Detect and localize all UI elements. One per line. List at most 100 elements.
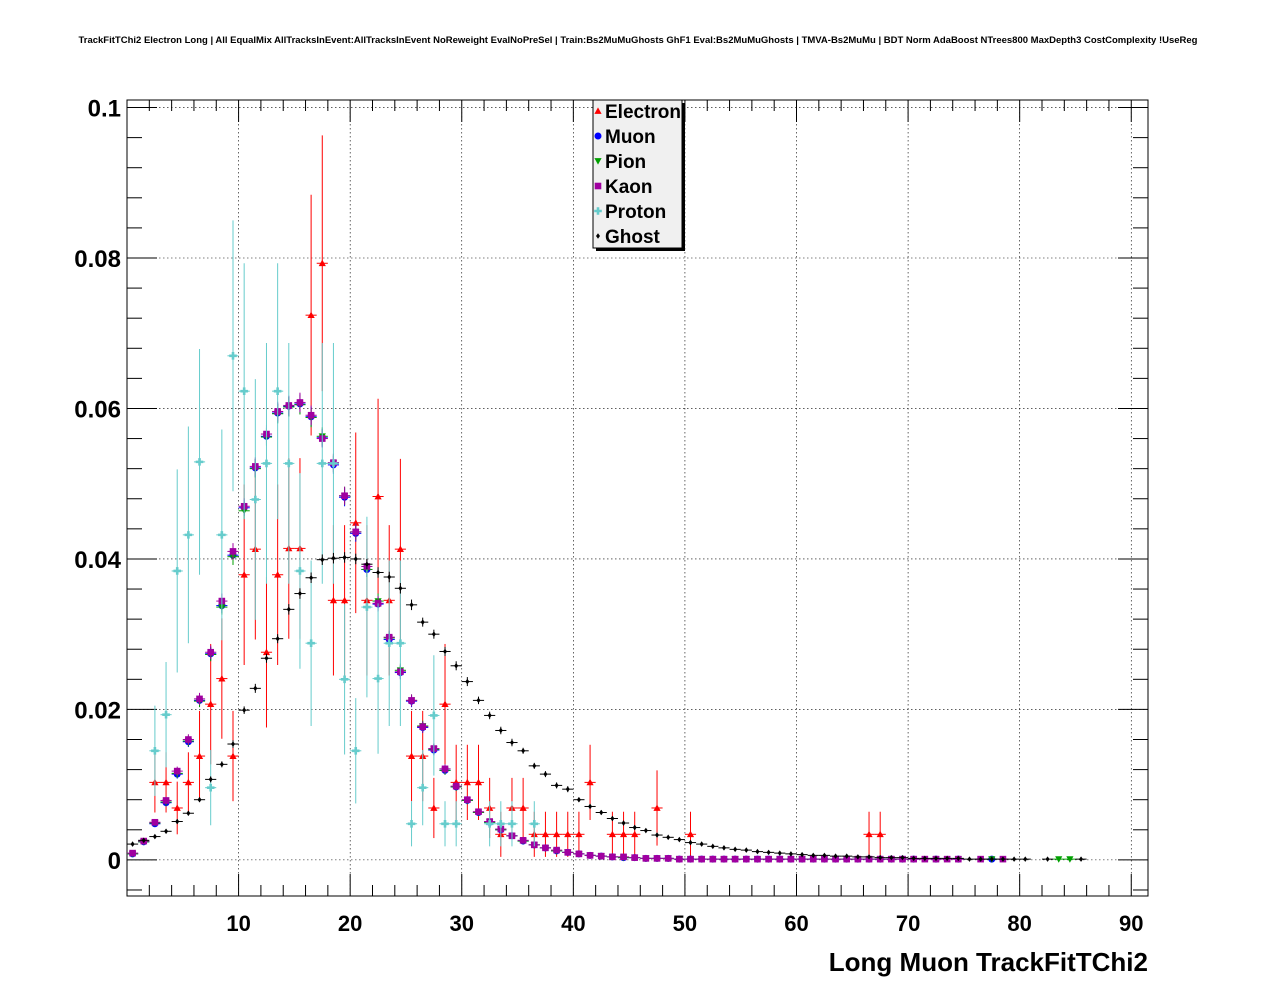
ghost-point — [138, 837, 150, 844]
ghost-point — [160, 828, 172, 835]
electron-marker — [441, 700, 449, 708]
proton-point — [450, 801, 462, 847]
ghost-marker — [320, 556, 325, 563]
proton-legend-marker — [594, 207, 602, 215]
x-tick-label: 80 — [1007, 911, 1031, 936]
electron-marker — [318, 259, 326, 267]
ghost-point — [584, 803, 596, 810]
ghost-point — [606, 815, 618, 822]
electron-marker — [340, 596, 349, 604]
pion-legend-label: Pion — [605, 152, 646, 173]
pion-legend-marker — [594, 158, 602, 165]
ghost-marker — [409, 602, 414, 608]
electron-marker — [541, 830, 550, 838]
kaon-point — [707, 855, 719, 863]
kaon-marker — [631, 854, 639, 861]
kaon-point — [350, 523, 362, 541]
ghost-point — [182, 810, 194, 817]
proton-marker — [508, 819, 516, 828]
x-axis-title: Long Muon TrackFitTChi2 — [829, 947, 1148, 977]
ghost-marker — [655, 832, 660, 838]
ghost-point — [361, 558, 373, 570]
proton-marker — [396, 639, 405, 648]
proton-point — [249, 379, 261, 620]
proton-point — [216, 429, 228, 641]
ghost-point — [461, 677, 473, 687]
electron-point — [350, 432, 362, 614]
electron-point — [405, 710, 418, 802]
series-pion — [127, 394, 1076, 863]
ghost-point — [595, 809, 607, 816]
ghost-point — [986, 856, 998, 862]
ghost-point — [216, 761, 228, 768]
electron-point — [171, 781, 183, 835]
kaon-marker — [676, 855, 683, 863]
ghost-marker — [465, 678, 470, 685]
kaon-marker — [742, 855, 750, 863]
ghost-point — [472, 696, 485, 705]
electron-point — [684, 811, 697, 857]
electron-marker — [218, 674, 226, 682]
ghost-marker — [800, 851, 805, 858]
ghost-marker — [911, 855, 916, 862]
proton-marker — [418, 783, 427, 792]
kaon-point — [629, 854, 641, 861]
kaon-point — [729, 855, 741, 863]
ghost-marker — [208, 776, 213, 783]
proton-marker — [363, 603, 371, 611]
proton-marker — [441, 819, 449, 828]
electron-marker — [876, 830, 884, 838]
ghost-marker — [532, 763, 537, 769]
kaon-marker — [843, 855, 851, 863]
electron-marker — [686, 830, 695, 838]
proton-point — [428, 655, 440, 776]
proton-point — [149, 705, 161, 796]
y-tick-label: 0.06 — [74, 396, 121, 423]
ghost-point — [193, 796, 206, 803]
kaon-point — [651, 855, 663, 862]
kaon-point — [595, 852, 607, 860]
kaon-marker — [687, 855, 694, 863]
ghost-marker — [398, 585, 403, 592]
electron-point — [260, 576, 273, 728]
kaon-point — [439, 764, 451, 774]
chart-title: TrackFitTChi2 Electron Long | All EqualM… — [78, 35, 1197, 46]
proton-marker — [296, 567, 304, 575]
proton-point — [372, 603, 384, 754]
electron-point — [305, 194, 317, 436]
proton-point — [305, 560, 317, 726]
proton-marker — [318, 459, 327, 468]
ghost-marker — [710, 843, 715, 850]
kaon-marker — [731, 855, 739, 863]
ghost-marker — [231, 741, 236, 747]
ghost-marker — [978, 856, 983, 862]
kaon-point — [339, 486, 351, 505]
ghost-point — [852, 854, 864, 860]
x-tick-label: 30 — [450, 911, 474, 936]
electron-marker — [195, 752, 204, 759]
kaon-point — [584, 852, 596, 859]
ghost-marker — [130, 841, 135, 847]
kaon-point — [472, 808, 485, 816]
ghost-marker — [164, 828, 169, 835]
x-tick-label: 20 — [338, 911, 362, 936]
proton-point — [227, 220, 239, 492]
ghost-marker — [364, 561, 369, 568]
ghost-marker — [275, 635, 280, 642]
kaon-point — [182, 734, 194, 745]
ghost-point — [807, 852, 819, 859]
proton-legend-label: Proton — [605, 202, 666, 223]
ghost-point — [1019, 856, 1031, 862]
series-proton — [149, 220, 540, 847]
ghost-marker — [744, 847, 749, 853]
kaon-point — [696, 855, 708, 863]
legend-entry-electron: Electron — [594, 102, 681, 123]
legend-box — [592, 99, 683, 249]
ghost-point — [707, 843, 719, 850]
kaon-point — [127, 849, 139, 857]
electron-marker — [184, 778, 192, 786]
proton-point — [171, 469, 183, 673]
kaon-marker — [129, 849, 136, 857]
ghost-point — [696, 841, 708, 847]
ghost-marker — [152, 833, 157, 840]
